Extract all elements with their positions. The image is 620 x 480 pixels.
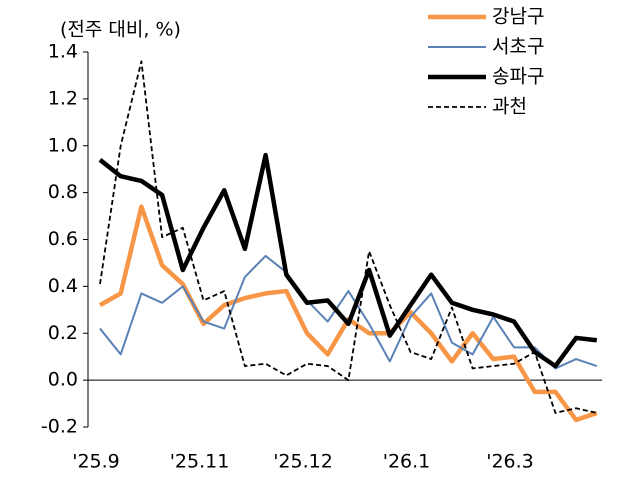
series-line bbox=[99, 254, 598, 370]
y-axis-label: (전주 대비, %) bbox=[60, 19, 181, 41]
series-line bbox=[98, 152, 598, 369]
y-tick-label: 0.2 bbox=[48, 322, 78, 344]
y-tick-label: 1.0 bbox=[48, 134, 78, 156]
y-tick-label: -0.2 bbox=[41, 416, 78, 438]
x-tick-label: '25.9 bbox=[72, 451, 120, 473]
y-tick-label: 0.6 bbox=[48, 228, 78, 250]
legend-label: 송파구 bbox=[492, 66, 544, 88]
y-tick-label: 1.2 bbox=[48, 87, 78, 109]
x-tick-label: '26.1 bbox=[383, 451, 431, 473]
legend-label: 과천 bbox=[492, 96, 527, 118]
legend-label: 강남구 bbox=[492, 6, 544, 28]
y-tick-label: 1.4 bbox=[48, 41, 78, 63]
series-line bbox=[99, 60, 597, 414]
legend-label: 서초구 bbox=[492, 36, 544, 58]
x-tick-label: '25.11 bbox=[170, 451, 230, 473]
y-tick-label: 0.4 bbox=[48, 275, 78, 297]
x-tick-label: '25.12 bbox=[273, 451, 333, 473]
y-tick-label: 0.0 bbox=[48, 369, 78, 391]
x-tick-label: '26.3 bbox=[486, 451, 534, 473]
y-tick-label: 0.8 bbox=[48, 181, 78, 203]
